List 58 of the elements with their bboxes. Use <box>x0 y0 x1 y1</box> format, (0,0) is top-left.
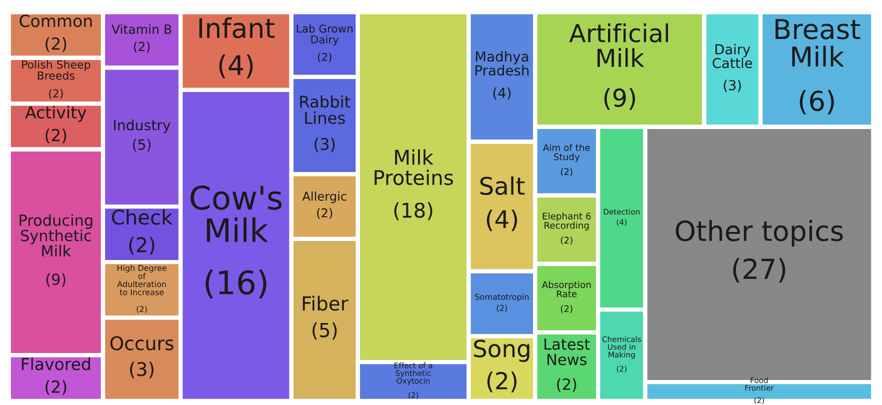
category-label: Producing Synthetic Milk <box>20 214 92 256</box>
category-label: Common <box>20 14 92 28</box>
category-label: Lab Grown Dairy <box>296 24 353 46</box>
data-label: (2) <box>129 236 154 255</box>
category-label: Absorption Rate <box>542 281 591 298</box>
category-label: Other topics <box>676 220 843 247</box>
data-label: (3) <box>724 80 741 92</box>
data-label: (9) <box>46 273 66 287</box>
category-label: Cow's Milk <box>190 185 282 242</box>
data-label: (6) <box>800 90 834 114</box>
category-label: Latest News <box>544 338 590 366</box>
category-label: Vitamin B <box>112 24 172 34</box>
data-label: (2) <box>560 168 572 176</box>
data-label: (5) <box>133 138 151 152</box>
category-label: Breast Milk <box>776 19 860 67</box>
data-label: (16) <box>206 270 266 298</box>
category-label: Allergic <box>302 191 346 204</box>
category-label: Artificial Milk <box>569 23 668 67</box>
data-label: (4) <box>219 54 253 78</box>
data-label: (3) <box>314 138 335 152</box>
data-label: (4) <box>493 87 511 100</box>
category-label: Rabbit Lines <box>300 95 350 124</box>
category-label: High Degree of Adulteration to Increase <box>117 264 166 296</box>
category-label: Activity <box>25 106 86 122</box>
category-label: Check <box>112 209 173 225</box>
data-label: (2) <box>134 42 150 53</box>
data-label: (2) <box>46 380 66 395</box>
category-label: Flavored <box>22 357 90 370</box>
data-label: (5) <box>312 322 337 340</box>
data-label: (2) <box>560 236 572 245</box>
data-label: (4) <box>486 210 518 232</box>
data-label: (2) <box>46 37 66 52</box>
data-label: (2) <box>557 378 576 392</box>
data-label: (2) <box>46 128 66 144</box>
data-label: (2) <box>560 305 572 314</box>
category-label: Industry <box>114 119 170 134</box>
data-label: (2) <box>136 306 147 314</box>
data-label: (2) <box>487 372 517 392</box>
category-label: Milk Proteins <box>374 149 453 186</box>
category-label: Somatotropin <box>475 294 529 302</box>
category-label: Madhya Pradesh <box>476 51 529 76</box>
category-label: Song <box>474 340 530 362</box>
category-label: Elephant 6 Recording <box>542 212 591 231</box>
data-label: (2) <box>318 52 332 62</box>
category-label: Salt <box>480 176 525 196</box>
data-label: (18) <box>394 202 432 220</box>
category-label: Occurs <box>110 336 174 350</box>
category-label: Polish Sheep Breeds <box>22 60 90 80</box>
data-label: (27) <box>733 258 786 283</box>
category-label: Dairy Cattle <box>712 44 752 68</box>
data-label: (2) <box>49 89 63 99</box>
data-label: (2) <box>317 208 332 219</box>
data-label: (3) <box>130 362 154 378</box>
data-label: (9) <box>604 88 636 110</box>
data-label: (2) <box>496 304 507 312</box>
category-label: Infant <box>199 17 275 38</box>
category-label: Fiber <box>302 296 348 311</box>
category-label: Aim of the Study <box>543 144 590 162</box>
